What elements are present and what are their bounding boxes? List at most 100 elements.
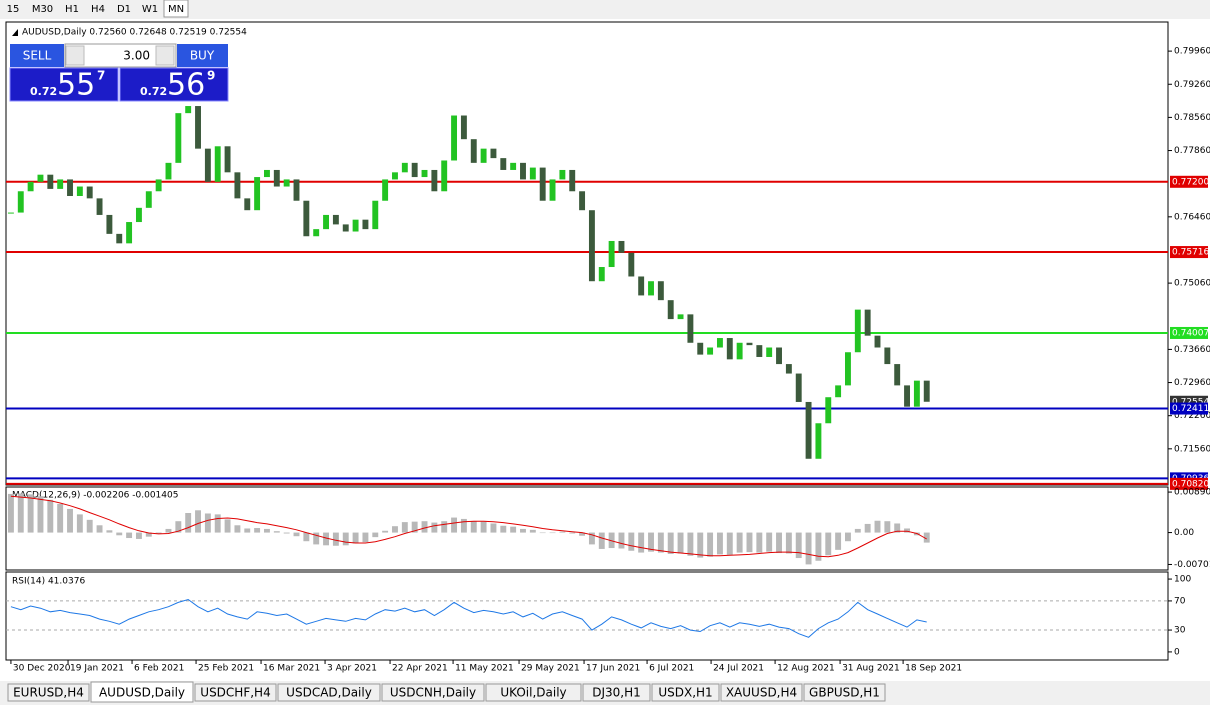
collapse-icon: [12, 29, 18, 36]
candle-body: [716, 338, 723, 348]
y-tick-label: 0.72960: [1174, 378, 1210, 388]
buy-label: BUY: [190, 49, 215, 63]
tab[interactable]: [194, 683, 277, 702]
candle-body: [500, 158, 507, 170]
macd-bar: [835, 532, 842, 550]
timeframe-button[interactable]: D1: [117, 4, 131, 15]
tab[interactable]: [720, 683, 803, 702]
macd-bar: [234, 525, 241, 533]
y-tick-label: 0.71560: [1174, 444, 1210, 454]
macd-bar: [342, 532, 349, 546]
y-tick-label: 0.76460: [1174, 212, 1210, 222]
sell-button[interactable]: [10, 44, 64, 67]
buy-price-box[interactable]: [119, 67, 229, 102]
tab[interactable]: [651, 683, 720, 702]
timeframe-button[interactable]: H1: [65, 4, 79, 15]
x-tick-label: 16 Mar 2021: [263, 664, 320, 674]
tab[interactable]: [90, 681, 194, 703]
candle-body: [411, 162, 418, 178]
macd-bar: [845, 532, 851, 542]
candle-body: [303, 200, 310, 237]
candle-body: [86, 186, 93, 199]
tab[interactable]: [803, 683, 886, 702]
macd-bar: [293, 532, 300, 537]
macd-bar: [372, 532, 379, 538]
buy-button[interactable]: [177, 44, 228, 67]
timeframe-button[interactable]: 15: [7, 4, 20, 15]
macd-bar: [894, 523, 901, 533]
candle-body: [165, 162, 172, 180]
macd-bar: [135, 532, 142, 539]
tab[interactable]: [7, 683, 90, 702]
y-tick-label: 0.73660: [1174, 345, 1210, 355]
macd-bar: [923, 532, 930, 543]
macd-bar: [864, 523, 871, 533]
candle-body: [520, 162, 526, 180]
timeframe-button[interactable]: W1: [142, 4, 158, 15]
macd-bar: [185, 513, 192, 533]
candle-body: [244, 198, 251, 211]
candle-body: [57, 179, 64, 189]
lot-down[interactable]: [65, 45, 85, 66]
candle-body: [785, 364, 792, 374]
macd-bar: [67, 508, 73, 533]
macd-bar: [37, 496, 44, 533]
candle-body: [608, 240, 615, 268]
candle-body: [598, 267, 605, 282]
candle-body: [195, 106, 201, 149]
y-tick-label: 0.78560: [1174, 113, 1210, 123]
macd-bar: [47, 499, 54, 533]
candle-body: [273, 169, 280, 187]
x-tick-label: 25 Feb 2021: [198, 664, 254, 674]
macd-bar: [726, 532, 733, 555]
candle-body: [421, 169, 428, 178]
candle-body: [145, 191, 152, 208]
lot-field[interactable]: [64, 43, 177, 68]
macd-pane-frame: [5, 486, 1169, 571]
macd-bar: [441, 521, 448, 533]
candle-body: [628, 252, 635, 277]
timeframe-button[interactable]: M30: [32, 4, 53, 15]
candle-body: [766, 347, 773, 357]
candle-body: [913, 380, 920, 407]
tab[interactable]: [485, 683, 582, 702]
candle-body: [392, 172, 398, 180]
macd-bar: [795, 532, 802, 559]
x-tick-label: 22 Apr 2021: [392, 664, 448, 674]
candle-body: [96, 198, 103, 215]
rsi-line: [10, 598, 927, 638]
macd-bar: [697, 532, 704, 558]
tab[interactable]: [277, 683, 381, 702]
x-tick-label: 18 Sep 2021: [905, 664, 962, 674]
timeframe-button[interactable]: MN: [168, 4, 184, 15]
price-level-tag: [1170, 246, 1208, 259]
x-tick-label: 6 Feb 2021: [134, 664, 184, 674]
tab[interactable]: [582, 683, 651, 702]
tab[interactable]: [381, 683, 485, 702]
macd-bar: [460, 518, 467, 533]
y-tick-label: 0.00: [1174, 528, 1194, 538]
candle-body: [825, 397, 832, 424]
lot-up[interactable]: [155, 45, 175, 66]
x-tick-label: 29 May 2021: [521, 664, 580, 674]
price-level-tag: [1170, 477, 1208, 490]
candle-body: [579, 191, 586, 211]
candle-body: [657, 281, 664, 301]
candle-body: [401, 162, 408, 173]
candle-body: [7, 212, 14, 214]
candle-body: [76, 186, 83, 196]
sell-price-box[interactable]: [9, 67, 119, 102]
candle-body: [362, 219, 369, 230]
macd-bar: [254, 528, 261, 533]
macd-bar: [667, 532, 674, 554]
macd-bar: [313, 532, 320, 545]
macd-bar: [401, 522, 408, 533]
macd-bar: [628, 532, 635, 551]
timeframe-button[interactable]: H4: [91, 4, 105, 15]
sell-price-small: 7: [97, 69, 105, 83]
buy-price-big: 56: [167, 68, 205, 103]
candle-body: [510, 162, 517, 170]
candle-body: [382, 179, 389, 201]
candle-body: [726, 338, 733, 360]
